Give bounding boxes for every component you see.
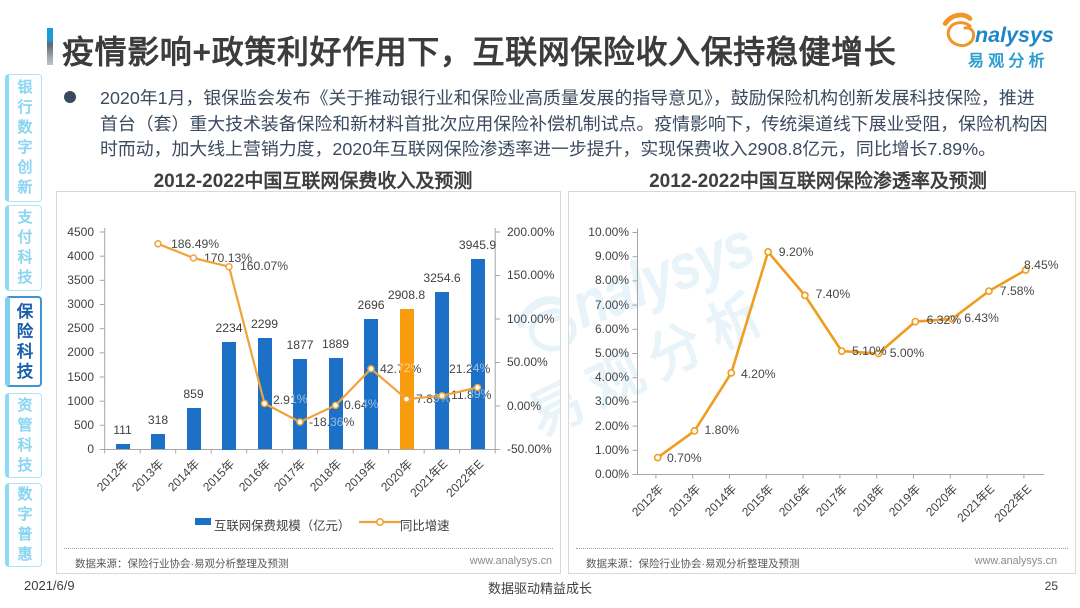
svg-text:易观分析: 易观分析	[968, 51, 1049, 70]
svg-text:nalysys: nalysys	[975, 23, 1054, 47]
